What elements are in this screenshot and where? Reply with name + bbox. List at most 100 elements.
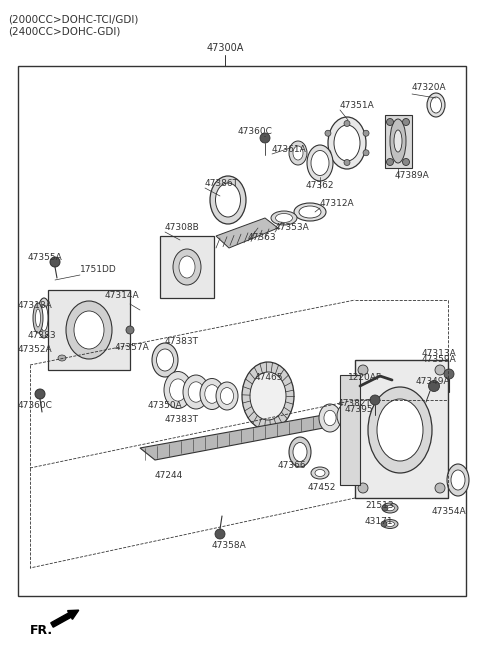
Polygon shape <box>48 290 130 370</box>
Polygon shape <box>340 375 360 485</box>
Ellipse shape <box>276 214 292 223</box>
Text: 47361A: 47361A <box>272 145 307 154</box>
Text: 47314A: 47314A <box>105 292 140 300</box>
Circle shape <box>50 257 60 267</box>
Ellipse shape <box>293 146 303 160</box>
Ellipse shape <box>152 343 178 377</box>
Circle shape <box>382 505 388 511</box>
Ellipse shape <box>390 119 406 163</box>
Text: 47360C: 47360C <box>238 127 273 137</box>
Ellipse shape <box>271 211 297 225</box>
Ellipse shape <box>250 372 286 420</box>
Text: 47349A: 47349A <box>416 378 451 386</box>
Ellipse shape <box>315 470 325 476</box>
Text: 47362: 47362 <box>306 181 334 191</box>
Ellipse shape <box>447 464 469 496</box>
Ellipse shape <box>385 505 395 510</box>
Ellipse shape <box>324 411 336 426</box>
Text: 47353A: 47353A <box>275 223 310 233</box>
Text: 47452: 47452 <box>308 482 336 491</box>
Ellipse shape <box>385 522 395 526</box>
Ellipse shape <box>319 404 341 432</box>
Circle shape <box>325 150 331 156</box>
Circle shape <box>370 395 380 405</box>
Polygon shape <box>355 360 448 498</box>
Polygon shape <box>385 115 412 168</box>
Circle shape <box>444 369 454 379</box>
Text: 47386T: 47386T <box>205 179 239 187</box>
Text: 47318A: 47318A <box>18 302 53 311</box>
Circle shape <box>35 389 45 399</box>
Text: 47244: 47244 <box>155 472 183 480</box>
Text: (2000CC>DOHC-TCI/GDI): (2000CC>DOHC-TCI/GDI) <box>8 14 138 24</box>
Text: 47383T: 47383T <box>165 338 199 346</box>
Ellipse shape <box>57 317 63 327</box>
Ellipse shape <box>58 355 66 361</box>
Bar <box>18 66 466 596</box>
Ellipse shape <box>451 470 465 490</box>
Ellipse shape <box>54 314 66 330</box>
Ellipse shape <box>33 303 43 333</box>
Text: 43171: 43171 <box>365 516 394 526</box>
Ellipse shape <box>289 437 311 467</box>
Text: 47312A: 47312A <box>320 200 355 208</box>
Text: 47352A: 47352A <box>18 346 53 355</box>
Text: 47383T: 47383T <box>165 415 199 424</box>
Circle shape <box>325 130 331 136</box>
Text: FR.: FR. <box>30 623 53 637</box>
Ellipse shape <box>173 249 201 285</box>
Ellipse shape <box>36 309 40 327</box>
Ellipse shape <box>66 301 112 359</box>
Polygon shape <box>216 218 278 248</box>
Text: (2400CC>DOHC-GDI): (2400CC>DOHC-GDI) <box>8 26 120 36</box>
Text: 47313A: 47313A <box>422 350 457 359</box>
Circle shape <box>215 529 225 539</box>
Ellipse shape <box>205 385 219 403</box>
Ellipse shape <box>337 404 355 428</box>
Circle shape <box>358 483 368 493</box>
Polygon shape <box>140 412 355 460</box>
Text: 47300A: 47300A <box>206 43 244 53</box>
Ellipse shape <box>377 399 423 461</box>
Text: 47383: 47383 <box>28 330 57 340</box>
Ellipse shape <box>294 203 326 221</box>
Ellipse shape <box>355 409 363 419</box>
Ellipse shape <box>200 378 224 409</box>
Ellipse shape <box>293 443 307 461</box>
Text: 47363: 47363 <box>248 233 276 242</box>
Ellipse shape <box>289 141 307 165</box>
Circle shape <box>381 521 387 527</box>
Text: 47389A: 47389A <box>395 171 430 179</box>
Circle shape <box>344 120 350 127</box>
Ellipse shape <box>164 371 192 409</box>
Text: 47366: 47366 <box>278 461 307 470</box>
Circle shape <box>260 133 270 143</box>
Ellipse shape <box>183 375 209 409</box>
Text: 47357A: 47357A <box>115 344 150 353</box>
Text: 47355A: 47355A <box>28 254 63 263</box>
Ellipse shape <box>188 382 204 402</box>
Ellipse shape <box>156 349 173 371</box>
Text: 47351A: 47351A <box>340 101 375 110</box>
Ellipse shape <box>307 145 333 181</box>
Ellipse shape <box>40 305 48 331</box>
Bar <box>160 236 214 298</box>
Text: 47358A: 47358A <box>212 541 247 551</box>
Ellipse shape <box>216 382 238 410</box>
Ellipse shape <box>368 387 432 473</box>
Ellipse shape <box>311 467 329 479</box>
Ellipse shape <box>427 93 445 117</box>
Ellipse shape <box>242 362 294 430</box>
Ellipse shape <box>299 206 321 218</box>
Text: 47382T: 47382T <box>338 399 372 409</box>
Circle shape <box>435 365 445 375</box>
Circle shape <box>358 365 368 375</box>
Ellipse shape <box>431 97 442 113</box>
Ellipse shape <box>334 125 360 161</box>
Ellipse shape <box>37 298 51 338</box>
Ellipse shape <box>74 311 104 349</box>
Text: 47350A: 47350A <box>148 401 183 411</box>
Ellipse shape <box>311 150 329 175</box>
Ellipse shape <box>352 405 366 423</box>
Circle shape <box>126 326 134 334</box>
